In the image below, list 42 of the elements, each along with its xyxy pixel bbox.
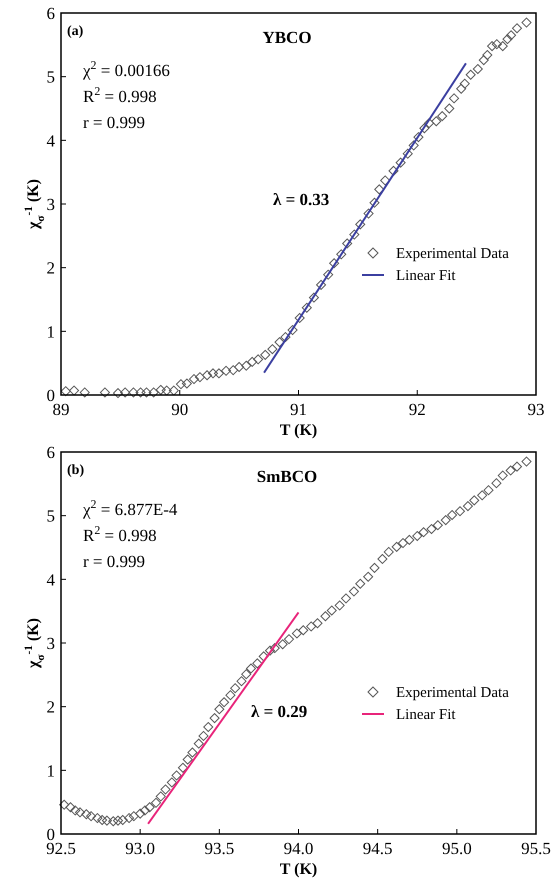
annotation: (b) [67,463,84,478]
x-axis-title: T (K) [280,422,318,439]
annotation: R$^{2}$ = 0.998 [83,523,157,545]
y-tick-label: 5 [46,68,55,87]
y-tick-label: 3 [46,634,55,653]
y-tick-label: 6 [46,4,55,23]
x-tick-label: 93 [528,400,544,419]
y-tick-label: 5 [46,506,55,526]
x-tick-label: 93.5 [204,839,234,858]
y-tick-label: 1 [46,322,55,342]
y-tick-label: 6 [46,443,55,462]
y-tick-label: 1 [46,761,55,780]
x-tick-label: 90 [171,400,188,419]
x-tick-label: 93.0 [125,839,156,858]
y-tick-label: 4 [46,570,56,590]
x-tick-label: 94.5 [362,839,393,858]
legend-label: Experimental Data [396,685,510,701]
y-tick-label: 2 [46,258,55,278]
annotation: R$^{2}$ = 0.998 [83,84,157,106]
legend-label: Linear Fit [396,707,456,723]
annotation: r = 0.999 [83,552,145,571]
legend-label: Linear Fit [396,268,456,284]
annotation: (a) [67,24,84,39]
annotation: λ = 0.29 [251,702,308,721]
text: SmBCO [256,467,318,486]
annotation: χ$^{2}$ = 6.877E-4 [82,497,178,519]
text: YBCO [262,28,312,47]
x-tick-label: 92 [408,400,426,419]
x-tick-label: 94.0 [284,839,314,858]
y-tick-label: 3 [46,195,55,214]
x-tick-label: 95.5 [521,839,551,858]
annotation: χ$^{2}$ = 0.00166 [82,58,170,80]
x-tick-label: 95.0 [442,839,472,858]
legend-label: Experimental Data [396,246,510,262]
annotation: λ = 0.33 [273,190,330,209]
annotation: r = 0.999 [83,113,145,132]
y-tick-label: 2 [46,698,55,717]
y-tick-label: 4 [46,131,56,150]
x-tick-label: 89 [52,400,70,419]
x-tick-label: 91 [290,400,307,419]
y-tick-label: 0 [46,386,55,405]
x-axis-title: T (K) [280,861,318,878]
